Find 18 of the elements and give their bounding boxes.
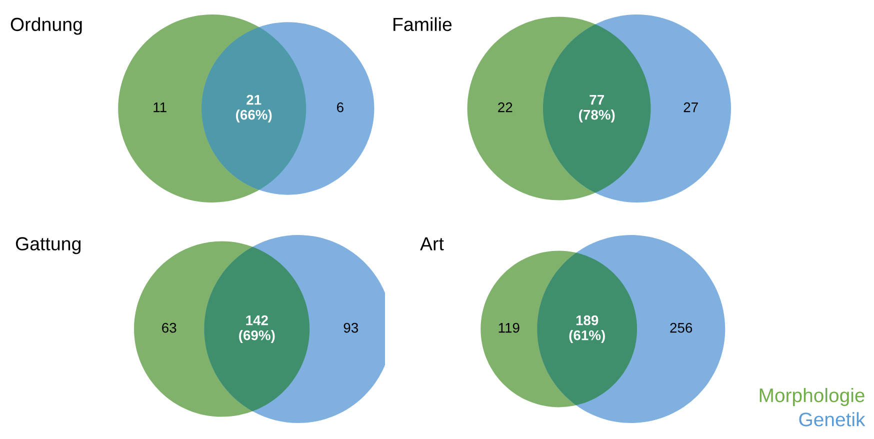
text: Gattung [16,237,81,254]
data-label: 21 (66%) [236,94,272,122]
data-label: 119 [498,322,520,333]
data-label: 256 [670,322,692,333]
data-label: 142 (69%) [239,315,275,343]
data-label: 27 [684,102,698,112]
data-label: 93 [344,322,358,333]
data-label: 63 [162,322,176,333]
text: Ordnung [10,17,82,35]
text: Familie [394,17,452,32]
legend-label: Genetik [799,412,866,426]
legend-label: Morphologie [760,388,864,406]
data-label: 77 (78%) [579,95,615,122]
data-label: 22 [498,102,512,112]
data-label: 6 [337,102,344,112]
text: Art [420,237,444,250]
data-label: 189 (61%) [569,315,605,343]
data-label: 11 [154,102,166,112]
